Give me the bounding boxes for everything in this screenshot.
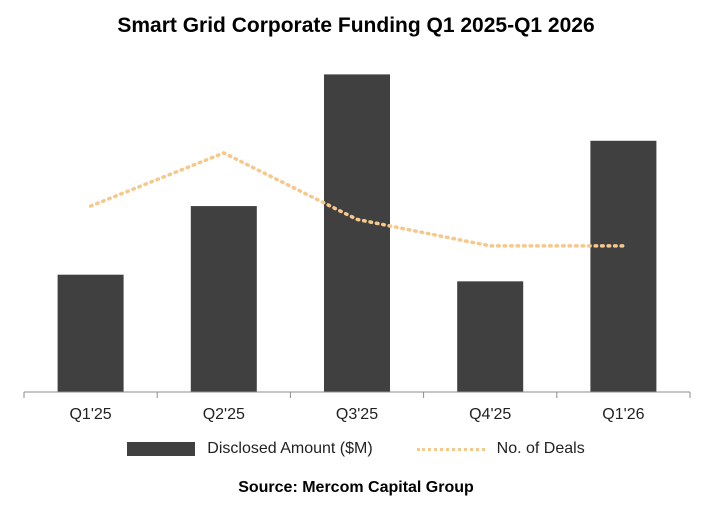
x-tick-label-1: Q2'25 [203, 406, 245, 423]
source-note: Source: Mercom Capital Group [238, 479, 474, 496]
bar-4 [590, 140, 657, 392]
x-tick-label-4: Q1'26 [602, 406, 644, 423]
bar-1 [190, 206, 257, 392]
chart-title: Smart Grid Corporate Funding Q1 2025-Q1 … [117, 14, 595, 37]
legend-item-deals: No. of Deals [416, 440, 585, 458]
bar-0 [57, 274, 124, 392]
x-tick-label-0: Q1'25 [69, 406, 111, 423]
x-tick-label-3: Q4'25 [469, 406, 511, 423]
legend-swatch-bar [127, 442, 196, 456]
legend: Disclosed Amount ($M) No. of Deals [0, 440, 712, 458]
legend-label-deals: No. of Deals [496, 440, 585, 457]
x-axis: Q1'25 Q2'25 Q3'25 Q4'25 Q1'26 [23, 391, 691, 423]
legend-label-amount: Disclosed Amount ($M) [207, 440, 373, 457]
x-tick-label-2: Q3'25 [336, 406, 378, 423]
bar-2 [324, 74, 390, 393]
bar-3 [457, 281, 524, 392]
deals-line-layer [88, 151, 626, 248]
legend-swatch-line [416, 447, 485, 451]
bars-layer [57, 74, 657, 393]
legend-item-amount: Disclosed Amount ($M) [127, 440, 373, 458]
